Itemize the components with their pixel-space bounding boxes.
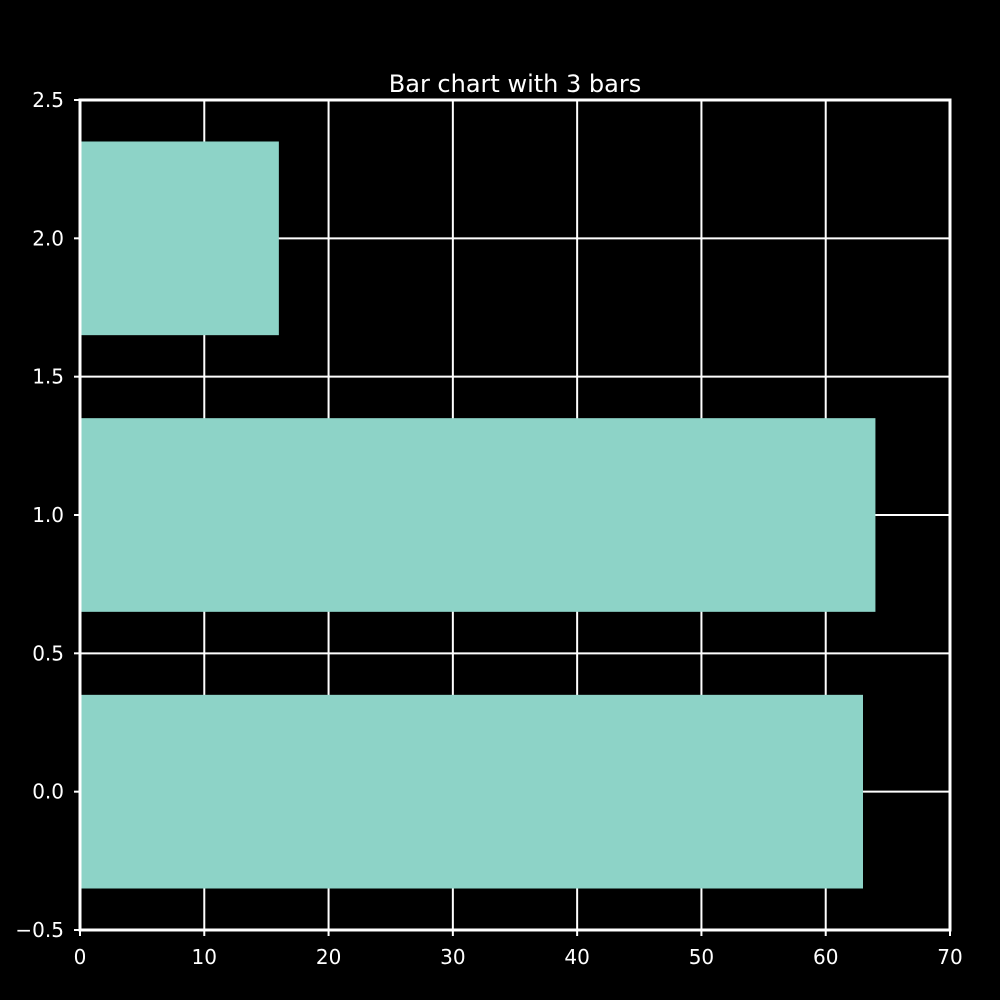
x-tick-label: 10 <box>192 945 217 969</box>
x-tick-label: 60 <box>813 945 838 969</box>
y-tick-label: 0.5 <box>32 641 64 665</box>
y-tick-label: 2.5 <box>32 88 64 112</box>
y-axis-ticks: −0.5 0.0 0.5 1.0 1.5 2.0 2.5 <box>15 88 80 942</box>
x-tick-label: 70 <box>937 945 962 969</box>
x-tick-label: 0 <box>74 945 87 969</box>
x-tick-label: 50 <box>689 945 714 969</box>
x-tick-label: 30 <box>440 945 465 969</box>
bar-0 <box>80 694 863 889</box>
y-tick-label: −0.5 <box>15 918 64 942</box>
bar-2 <box>80 141 279 336</box>
chart-title: Bar chart with 3 bars <box>389 70 641 98</box>
x-axis-ticks: 0 10 20 30 40 50 60 70 <box>74 930 963 969</box>
x-tick-label: 20 <box>316 945 341 969</box>
y-tick-label: 1.5 <box>32 365 64 389</box>
x-tick-label: 40 <box>564 945 589 969</box>
y-tick-label: 0.0 <box>32 780 64 804</box>
y-tick-label: 2.0 <box>32 226 64 250</box>
y-tick-label: 1.0 <box>32 503 64 527</box>
bars <box>80 141 876 889</box>
bar-1 <box>80 418 876 612</box>
